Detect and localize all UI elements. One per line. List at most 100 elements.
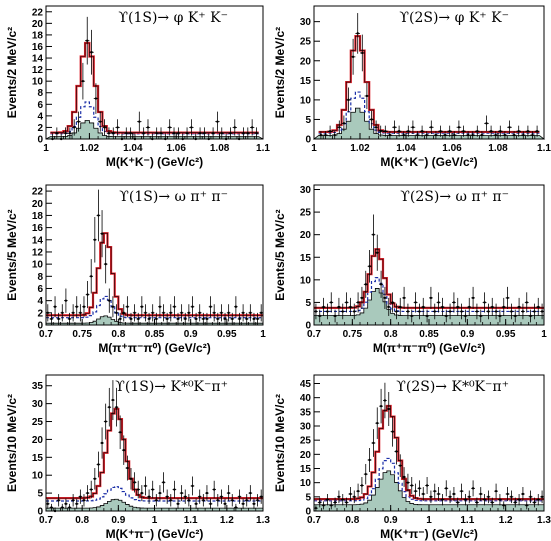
data-marker bbox=[184, 317, 187, 321]
data-point bbox=[356, 483, 360, 499]
x-tick-label: 1.1 bbox=[537, 143, 551, 154]
data-point bbox=[219, 304, 224, 322]
data-point bbox=[421, 297, 426, 316]
data-point bbox=[432, 303, 437, 320]
data-marker bbox=[410, 314, 413, 318]
data-point bbox=[387, 131, 393, 139]
data-marker bbox=[220, 132, 223, 135]
data-marker bbox=[241, 311, 245, 315]
data-marker bbox=[342, 122, 346, 125]
data-point bbox=[517, 494, 521, 506]
data-point bbox=[147, 312, 151, 325]
data-marker bbox=[53, 305, 57, 308]
data-point bbox=[219, 489, 224, 504]
data-point bbox=[360, 286, 364, 309]
data-marker bbox=[137, 317, 140, 321]
data-marker bbox=[402, 133, 405, 137]
data-marker bbox=[434, 133, 438, 137]
data-marker bbox=[356, 489, 360, 493]
data-point bbox=[383, 125, 388, 137]
y-tick-label: 30 bbox=[32, 399, 44, 410]
data-point bbox=[244, 494, 249, 507]
y-tick-label: 4 bbox=[37, 296, 43, 307]
y-axis-title: Events/10 MeV/c² bbox=[5, 394, 19, 492]
data-point bbox=[74, 498, 79, 509]
data-point bbox=[390, 292, 395, 313]
data-point bbox=[513, 497, 518, 508]
data-point bbox=[444, 309, 449, 323]
data-point bbox=[409, 309, 414, 323]
data-point bbox=[226, 304, 231, 322]
data-point bbox=[259, 489, 263, 504]
data-point bbox=[259, 304, 263, 322]
data-point bbox=[96, 451, 101, 478]
data-marker bbox=[353, 495, 356, 499]
data-point bbox=[67, 503, 72, 511]
data-point bbox=[486, 490, 491, 504]
data-point bbox=[348, 487, 353, 501]
panel-2: 0 5 10 15 20 25 30 1 1.02 1.04 1.06 1.08 1.1 ϒ(2S)→ φ… bbox=[273, 5, 551, 169]
data-marker bbox=[448, 495, 452, 499]
data-marker bbox=[399, 305, 402, 309]
data-marker bbox=[333, 133, 336, 137]
x-tick-label: 1 bbox=[541, 329, 547, 340]
y-tick-label: 15 bbox=[32, 453, 44, 464]
data-marker bbox=[151, 488, 154, 491]
data-point bbox=[54, 127, 60, 139]
y-tick-label: 25 bbox=[300, 37, 312, 48]
data-point bbox=[528, 490, 533, 504]
data-marker bbox=[233, 126, 236, 129]
data-point bbox=[498, 125, 503, 137]
y-axis-title: Events/5 MeV/c² bbox=[273, 209, 287, 300]
data-marker bbox=[387, 305, 390, 309]
series-1-total-fit-core bbox=[314, 248, 544, 309]
data-point bbox=[129, 468, 133, 490]
x-tick-label: 1.2 bbox=[499, 515, 513, 526]
data-point bbox=[60, 304, 65, 322]
data-point bbox=[432, 483, 437, 499]
data-point bbox=[60, 503, 65, 511]
data-marker bbox=[422, 305, 425, 309]
y-tick-label: 10 bbox=[300, 275, 312, 286]
data-point bbox=[447, 125, 452, 137]
data-point bbox=[494, 483, 498, 499]
x-axis-title: M(K⁺π⁻) (GeV/c²) bbox=[106, 527, 204, 541]
data-point bbox=[230, 494, 235, 507]
x-tick-label: 0.75 bbox=[72, 329, 92, 340]
data-point bbox=[252, 498, 256, 509]
data-marker bbox=[437, 301, 440, 304]
data-point bbox=[124, 127, 129, 139]
data-point bbox=[493, 131, 498, 139]
data-marker bbox=[498, 314, 502, 318]
data-marker bbox=[242, 132, 245, 135]
data-marker bbox=[517, 498, 521, 501]
data-marker bbox=[314, 310, 318, 313]
y-tick-label: 22 bbox=[32, 187, 44, 198]
data-marker bbox=[328, 129, 332, 133]
data-marker bbox=[216, 499, 219, 502]
data-point bbox=[103, 244, 108, 284]
data-marker bbox=[517, 305, 521, 309]
data-point bbox=[392, 120, 397, 135]
data-marker bbox=[144, 311, 147, 315]
data-point bbox=[528, 309, 533, 323]
data-marker bbox=[397, 129, 401, 133]
data-point bbox=[147, 489, 151, 504]
data-point bbox=[98, 111, 103, 132]
data-marker bbox=[383, 399, 387, 402]
data-point bbox=[410, 120, 416, 135]
data-point bbox=[219, 127, 224, 139]
data-point bbox=[532, 303, 537, 320]
data-marker bbox=[93, 477, 97, 480]
data-point bbox=[540, 490, 544, 504]
data-marker bbox=[448, 129, 451, 133]
data-marker bbox=[97, 463, 100, 466]
y-axis-title: Events/10 MeV/c² bbox=[273, 394, 287, 492]
x-tick-label: 1.2 bbox=[220, 515, 234, 526]
data-marker bbox=[86, 39, 89, 42]
data-marker bbox=[437, 492, 440, 496]
data-marker bbox=[341, 310, 344, 313]
plot-frame bbox=[313, 184, 545, 326]
data-point bbox=[360, 34, 365, 72]
